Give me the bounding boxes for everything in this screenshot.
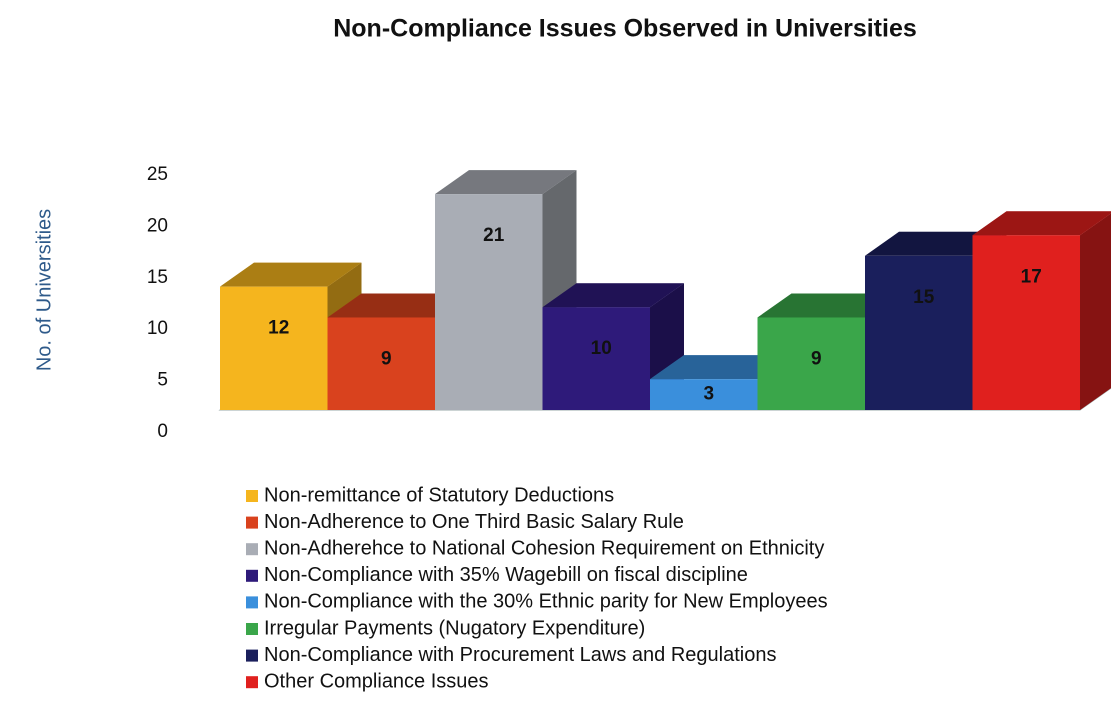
legend-label: Irregular Payments (Nugatory Expenditure… <box>264 617 645 639</box>
bar-top-shade <box>757 293 899 318</box>
y-axis-label: No. of Universities <box>33 209 55 371</box>
legend-swatch <box>246 649 258 662</box>
value-label: 15 <box>913 287 935 308</box>
bar <box>650 379 758 410</box>
y-tick-label: 15 <box>147 267 168 288</box>
legend-label: Non-Compliance with the 30% Ethnic parit… <box>264 591 828 613</box>
legend-swatch <box>246 596 258 609</box>
legend-swatch <box>246 490 258 502</box>
y-tick-label: 20 <box>147 215 168 236</box>
y-tick-label: 10 <box>147 318 168 339</box>
value-label: 9 <box>381 348 392 369</box>
bar-top-shade <box>650 355 792 380</box>
bar-top-shade <box>220 262 362 287</box>
legend-label: Non-remittance of Statutory Deductions <box>264 484 614 506</box>
bar <box>972 235 1080 410</box>
bar-top <box>757 293 899 318</box>
value-label: 12 <box>268 318 289 339</box>
legend-swatch <box>246 569 258 582</box>
legend-swatch <box>246 623 258 635</box>
value-label: 17 <box>1021 266 1042 287</box>
legend-label: Other Compliance Issues <box>264 670 489 692</box>
legend-label: Non-Adherence to One Third Basic Salary … <box>264 511 684 533</box>
value-label: 10 <box>591 338 612 359</box>
bar-top <box>865 231 1007 256</box>
bar-top <box>650 355 792 380</box>
y-tick-label: 0 <box>157 421 168 442</box>
legend-swatch <box>246 516 258 529</box>
bar-top <box>435 170 577 195</box>
bar-top <box>220 262 362 287</box>
bar <box>542 307 650 410</box>
bar-top-shade <box>865 231 1007 256</box>
bar <box>435 194 543 410</box>
bar <box>220 286 328 410</box>
bar-top <box>542 283 684 308</box>
legend-swatch <box>246 676 258 689</box>
legend-label: Non-Adherehce to National Cohesion Requi… <box>264 537 824 559</box>
bar-top-shade <box>327 293 469 318</box>
value-label: 21 <box>483 225 505 246</box>
bar-top-shade <box>542 283 684 308</box>
bar-top <box>972 211 1111 236</box>
legend-label: Non-Compliance with 35% Wagebill on fisc… <box>264 564 748 586</box>
y-tick-label: 25 <box>147 164 168 185</box>
legend-swatch <box>246 543 258 556</box>
bar-side <box>1080 213 1111 410</box>
legend-label: Non-Compliance with Procurement Laws and… <box>264 644 776 666</box>
chart-title: Non-Compliance Issues Observed in Univer… <box>333 15 917 43</box>
bar <box>757 317 865 410</box>
y-tick-label: 5 <box>157 370 168 391</box>
bar <box>865 255 973 410</box>
bar-top-shade <box>435 170 577 195</box>
value-label: 9 <box>811 348 822 369</box>
bar-top-shade <box>972 211 1111 236</box>
bar-side-shade <box>1080 213 1111 410</box>
bar <box>327 317 435 410</box>
bar-top <box>327 293 469 318</box>
value-label: 3 <box>703 384 714 405</box>
